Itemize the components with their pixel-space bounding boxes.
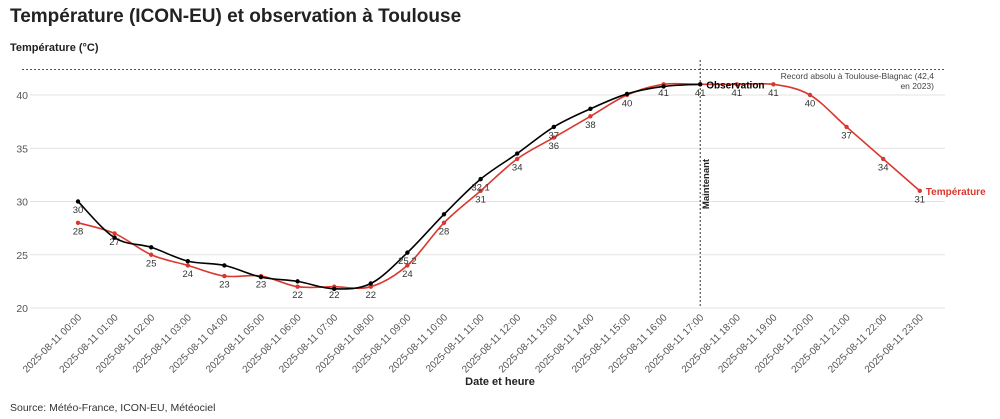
data-point — [551, 135, 556, 140]
data-point — [368, 284, 373, 289]
source-note: Source: Météo-France, ICON-EU, Météociel — [10, 402, 216, 414]
data-point — [661, 84, 666, 89]
data-label: 34 — [878, 162, 889, 173]
data-label: 38 — [585, 120, 596, 131]
series-line — [77, 82, 921, 290]
data-point — [478, 188, 483, 194]
y-axis-title: Température (°C) — [10, 42, 99, 54]
data-label: 28 — [73, 226, 84, 237]
data-point — [112, 235, 117, 240]
data-point — [698, 82, 703, 87]
data-point — [734, 82, 739, 87]
data-point — [515, 156, 520, 162]
data-label: 34 — [512, 162, 523, 173]
x-axis-title: Date et heure — [465, 376, 535, 388]
data-point — [405, 250, 410, 255]
data-label: 31 — [915, 194, 926, 205]
series-label: Observation — [706, 80, 764, 91]
data-point — [185, 263, 190, 268]
data-point — [258, 274, 264, 280]
data-label: 36 — [549, 141, 560, 152]
data-point — [75, 199, 81, 204]
data-point — [881, 156, 886, 162]
data-point — [222, 263, 227, 268]
data-point — [515, 151, 520, 156]
data-point — [295, 279, 300, 284]
data-label: 37 — [841, 130, 852, 141]
data-label: 23 — [256, 280, 267, 291]
record-label: Record absolu à Toulouse-Blagnac (42,4 — [781, 71, 935, 81]
y-tick-label: 30 — [16, 197, 28, 209]
now-label: Maintenant — [701, 158, 712, 209]
chart-title: Température (ICON-EU) et observation à T… — [10, 6, 462, 27]
data-point — [478, 176, 483, 182]
data-point — [332, 286, 337, 292]
y-tick-label: 40 — [16, 90, 28, 102]
series-label: Température — [926, 187, 986, 198]
data-point — [185, 258, 190, 264]
y-tick-label: 35 — [16, 143, 28, 155]
data-label: 23 — [219, 280, 230, 291]
data-label: 41 — [695, 88, 706, 99]
data-label: 27 — [109, 237, 120, 248]
data-point — [149, 245, 154, 250]
data-point — [807, 92, 813, 98]
data-label: 41 — [732, 88, 743, 99]
y-tick-label: 25 — [16, 250, 28, 262]
data-point — [588, 114, 593, 119]
y-tick-label: 20 — [16, 303, 28, 315]
data-label: 24 — [402, 269, 413, 280]
data-point — [441, 212, 447, 217]
data-label: 25 — [146, 258, 157, 269]
data-point — [75, 220, 81, 225]
data-point — [405, 263, 410, 268]
data-point — [149, 252, 154, 257]
data-label: 41 — [658, 88, 669, 99]
data-label: 22 — [329, 290, 340, 301]
data-label: 22 — [366, 290, 377, 301]
series-line — [77, 83, 701, 290]
data-point — [624, 91, 630, 97]
data-point — [844, 124, 849, 130]
data-point — [112, 231, 117, 236]
data-label: 32.1 — [471, 183, 490, 194]
data-label: 37 — [549, 130, 560, 141]
data-point — [441, 220, 447, 225]
data-label: 22 — [292, 290, 303, 301]
data-point — [368, 281, 373, 286]
data-point — [771, 82, 776, 87]
data-label: 30 — [73, 205, 84, 216]
data-label: 28 — [439, 226, 450, 237]
data-point — [222, 273, 227, 279]
data-point — [917, 188, 922, 194]
data-point — [551, 124, 556, 130]
data-point — [295, 284, 300, 289]
data-label: 24 — [183, 269, 194, 280]
data-label: 31 — [475, 194, 486, 205]
data-label: 41 — [768, 88, 779, 99]
record-label: en 2023) — [900, 81, 934, 91]
data-label: 40 — [622, 99, 633, 110]
data-label: 40 — [805, 99, 816, 110]
data-label: 25.2 — [398, 256, 417, 267]
data-point — [588, 106, 593, 112]
